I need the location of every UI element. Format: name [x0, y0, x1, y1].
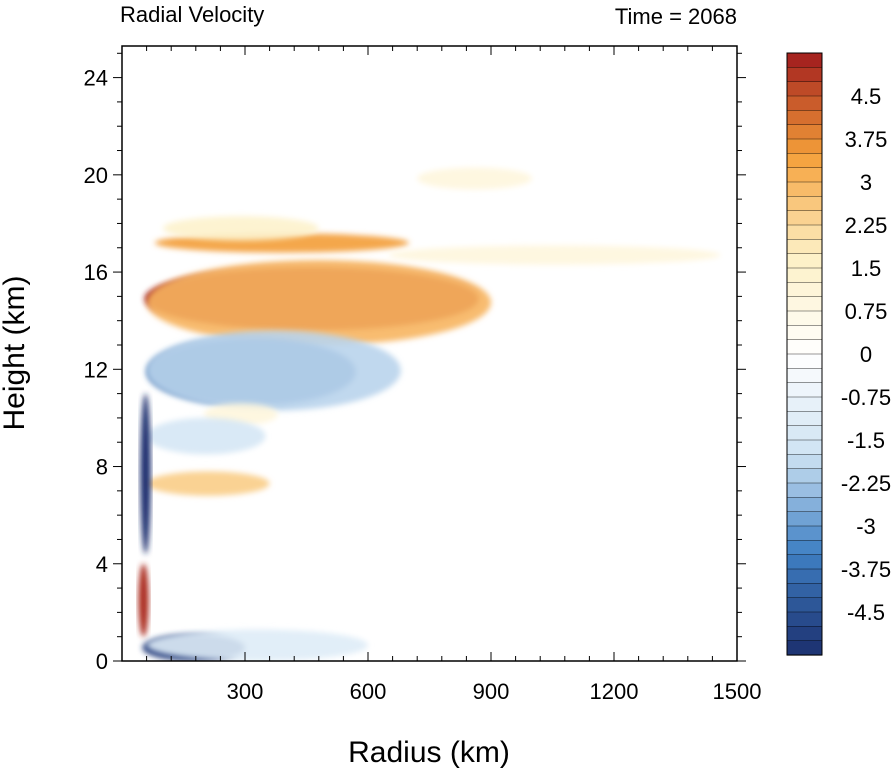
- colorbar: [786, 52, 823, 656]
- x-axis: 300 600 900 1200 1500: [121, 46, 762, 704]
- colorbar-swatch: [786, 411, 823, 427]
- colorbar-swatch: [786, 368, 823, 384]
- colorbar-label: 3.75: [845, 127, 888, 152]
- y-tick-label: 0: [96, 649, 108, 674]
- colorbar-swatch: [786, 525, 823, 541]
- colorbar-swatch: [786, 167, 823, 183]
- colorbar-swatch: [786, 296, 823, 312]
- colorbar-swatch: [786, 611, 823, 627]
- y-axis-label: Height (km): [0, 275, 31, 430]
- colorbar-swatch: [786, 339, 823, 355]
- y-tick-label: 12: [84, 357, 108, 382]
- chart-title: Radial Velocity: [120, 2, 264, 27]
- x-tick-label: 1500: [713, 679, 762, 704]
- colorbar-label: -1.5: [847, 428, 885, 453]
- colorbar-label: -3.75: [841, 557, 891, 582]
- colorbar-swatch: [786, 583, 823, 599]
- colorbar-label: -2.25: [841, 471, 891, 496]
- y-axis: 0 4 8 12 16 20 24: [84, 52, 746, 674]
- colorbar-swatch: [786, 310, 823, 326]
- colorbar-swatch: [786, 282, 823, 298]
- colorbar-swatch: [786, 124, 823, 140]
- colorbar-swatch: [786, 67, 823, 83]
- velocity-feature-12: [138, 563, 149, 637]
- y-tick-label: 24: [84, 66, 108, 91]
- colorbar-swatch: [786, 110, 823, 126]
- colorbar-swatch: [786, 181, 823, 197]
- x-axis-label: Radius (km): [348, 736, 510, 769]
- y-tick-label: 20: [84, 163, 108, 188]
- colorbar-swatch: [786, 253, 823, 269]
- colorbar-swatch: [786, 81, 823, 97]
- velocity-feature-9: [146, 417, 266, 455]
- plot-frame: [121, 45, 738, 662]
- colorbar-swatch: [786, 425, 823, 441]
- colorbar-label: 0: [860, 342, 872, 367]
- chart-subtitle: Time = 2068: [615, 4, 737, 29]
- velocity-feature-10: [146, 471, 270, 496]
- colorbar-swatch: [786, 497, 823, 513]
- velocity-feature-4: [388, 245, 721, 265]
- colorbar-swatch: [786, 597, 823, 613]
- colorbar-swatch: [786, 138, 823, 154]
- colorbar-label: -3: [856, 514, 876, 539]
- colorbar-swatch: [786, 396, 823, 412]
- velocity-feature-7: [146, 330, 401, 411]
- colorbar-swatch: [786, 95, 823, 111]
- colorbar-label: 0.75: [845, 299, 888, 324]
- colorbar-swatch: [786, 640, 823, 656]
- colorbar-swatch: [786, 196, 823, 212]
- colorbar-swatch: [786, 439, 823, 455]
- colorbar-swatch: [786, 511, 823, 527]
- colorbar-swatch: [786, 482, 823, 498]
- velocity-feature-14: [146, 629, 368, 661]
- colorbar-label: 2.25: [845, 213, 888, 238]
- colorbar-swatch: [786, 224, 823, 240]
- colorbar-swatch: [786, 325, 823, 341]
- y-tick-label: 8: [96, 455, 108, 480]
- colorbar-swatch: [786, 267, 823, 283]
- x-tick-label: 900: [473, 679, 510, 704]
- colorbar-swatch: [786, 52, 823, 68]
- colorbar-swatch: [786, 554, 823, 570]
- velocity-feature-3: [163, 216, 319, 241]
- colorbar-swatch: [786, 382, 823, 398]
- colorbar-swatch: [786, 153, 823, 169]
- x-tick-label: 1200: [590, 679, 639, 704]
- colorbar-swatch: [786, 353, 823, 369]
- colorbar-swatch: [786, 454, 823, 470]
- y-tick-label: 4: [96, 552, 108, 577]
- colorbar-swatch: [786, 239, 823, 255]
- velocity-field: [138, 167, 721, 661]
- colorbar-swatch: [786, 568, 823, 584]
- colorbar-label: 1.5: [851, 256, 882, 281]
- velocity-feature-1: [146, 259, 492, 345]
- y-tick-label: 16: [84, 260, 108, 285]
- x-tick-label: 300: [227, 679, 264, 704]
- colorbar-label: -0.75: [841, 385, 891, 410]
- x-tick-label: 600: [350, 679, 387, 704]
- colorbar-labels: 4.5 3.75 3 2.25 1.5 0.75 0 -0.75 -1.5 -2.25 -3 -3.7…: [841, 84, 891, 625]
- colorbar-label: 4.5: [851, 84, 882, 109]
- colorbar-swatch: [786, 468, 823, 484]
- velocity-feature-11: [140, 393, 151, 555]
- colorbar-swatch: [786, 626, 823, 642]
- velocity-feature-5: [417, 167, 532, 190]
- colorbar-swatch: [786, 540, 823, 556]
- colorbar-label: -4.5: [847, 600, 885, 625]
- colorbar-swatch: [786, 210, 823, 226]
- colorbar-frame: [786, 52, 823, 656]
- colorbar-label: 3: [860, 170, 872, 195]
